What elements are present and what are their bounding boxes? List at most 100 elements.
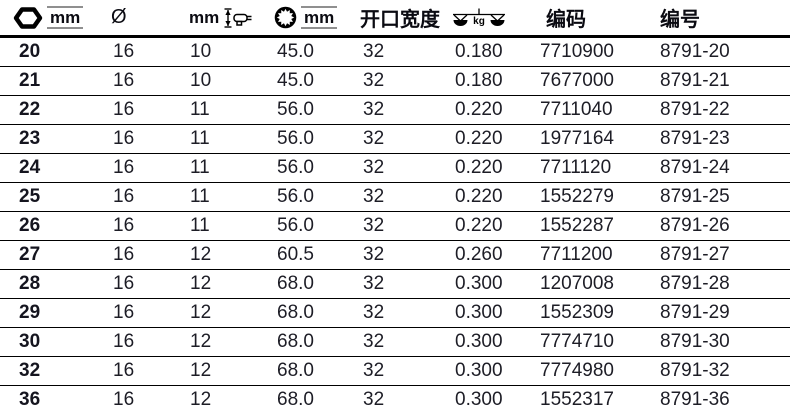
cell-size: 25 — [0, 182, 95, 212]
column-header-size: mm — [0, 0, 95, 38]
cell-size: 20 — [0, 36, 95, 67]
cell-ring_diameter: 68.0 — [255, 327, 345, 357]
cell-diameter: 16 — [95, 269, 165, 299]
cell-model: 8791-32 — [645, 356, 790, 386]
cell-drive_height: 11 — [165, 182, 255, 212]
cell-diameter: 16 — [95, 356, 165, 386]
cell-size: 24 — [0, 153, 95, 183]
cell-drive_height: 12 — [165, 327, 255, 357]
cell-weight: 0.220 — [435, 124, 525, 154]
cell-weight: 0.220 — [435, 182, 525, 212]
table-row: 36 16 12 68.0 32 0.300 1552317 8791-36 — [0, 386, 790, 414]
table-row: 23 16 11 56.0 32 0.220 1977164 8791-23 — [0, 124, 790, 154]
cell-jaw_width: 32 — [363, 389, 385, 410]
cell-code: 1207008 — [525, 269, 645, 299]
cell-ring_diameter: 56.0 — [255, 211, 345, 241]
column-header-jaw-width: 开口宽度 — [345, 0, 440, 38]
table-row: 22 16 11 56.0 32 0.220 7711040 8791-22 — [0, 95, 790, 125]
cell-jaw_width: 32 — [345, 66, 435, 96]
cell-code: 1552309 — [525, 298, 645, 328]
cell-weight: 0.220 — [435, 211, 525, 241]
cell-size: 23 — [0, 124, 95, 154]
cell-size: 21 — [0, 66, 95, 96]
cell-size: 30 — [0, 327, 95, 357]
cell-code: 1977164 — [525, 124, 645, 154]
cell-drive_height: 11 — [165, 211, 255, 241]
column-header-code: 编码 — [525, 0, 645, 38]
cell-model: 8791-30 — [645, 327, 790, 357]
cell-model: 8791-29 — [645, 298, 790, 328]
column-header-ring-diameter: mm — [255, 0, 345, 38]
cell-jaw_width: 32 — [345, 95, 435, 125]
cell-size: 36 — [19, 389, 41, 410]
table-row: 28 16 12 68.0 32 0.300 1207008 8791-28 — [0, 269, 790, 299]
cell-ring_diameter: 68.0 — [277, 389, 314, 410]
cell-jaw_width: 32 — [345, 36, 435, 67]
cell-ring_diameter: 68.0 — [255, 269, 345, 299]
cell-weight: 0.300 — [435, 269, 525, 299]
cell-diameter: 16 — [95, 95, 165, 125]
ring-end-icon — [274, 6, 297, 29]
cell-ring_diameter: 45.0 — [255, 66, 345, 96]
cell-jaw_width: 32 — [345, 298, 435, 328]
weight-unit-label: kg — [473, 16, 485, 27]
cell-weight: 0.300 — [455, 389, 503, 410]
cell-ring_diameter: 45.0 — [255, 36, 345, 67]
cell-weight: 0.300 — [435, 327, 525, 357]
cell-code: 7677000 — [525, 66, 645, 96]
column-header-model: 编号 — [645, 0, 790, 38]
cell-ring_diameter: 56.0 — [255, 124, 345, 154]
cell-drive_height: 11 — [165, 124, 255, 154]
diameter-symbol: Ø — [111, 6, 127, 28]
cell-ring_diameter: 56.0 — [255, 95, 345, 125]
cell-model: 8791-36 — [660, 389, 730, 410]
hex-socket-icon — [13, 6, 43, 30]
cell-ring_diameter: 68.0 — [255, 356, 345, 386]
cell-weight: 0.180 — [435, 36, 525, 67]
cell-model: 8791-25 — [645, 182, 790, 212]
ring-unit-label: mm — [301, 5, 338, 30]
cell-drive_height: 11 — [165, 153, 255, 183]
table-header: mm Ø mm — [0, 0, 790, 38]
cell-weight: 0.220 — [435, 95, 525, 125]
table-row: 25 16 11 56.0 32 0.220 1552279 8791-25 — [0, 182, 790, 212]
cell-size: 22 — [0, 95, 95, 125]
cell-diameter: 16 — [95, 124, 165, 154]
cell-drive_height: 12 — [165, 298, 255, 328]
cell-weight: 0.260 — [435, 240, 525, 270]
table-row: 26 16 11 56.0 32 0.220 1552287 8791-26 — [0, 211, 790, 241]
cell-model: 8791-26 — [645, 211, 790, 241]
cell-ring_diameter: 68.0 — [255, 298, 345, 328]
cell-drive_height: 10 — [165, 66, 255, 96]
cell-size: 27 — [0, 240, 95, 270]
cell-ring_diameter: 56.0 — [255, 182, 345, 212]
cell-code: 7710900 — [525, 36, 645, 67]
header-row: mm Ø mm — [0, 0, 790, 38]
cell-drive_height: 10 — [165, 36, 255, 67]
cell-diameter: 16 — [95, 153, 165, 183]
cell-ring_diameter: 56.0 — [255, 153, 345, 183]
cell-weight: 0.220 — [435, 153, 525, 183]
cell-jaw_width: 32 — [345, 240, 435, 270]
ratchet-height-icon — [223, 6, 253, 30]
cell-size: 26 — [0, 211, 95, 241]
cell-model: 8791-28 — [645, 269, 790, 299]
table-row: 32 16 12 68.0 32 0.300 7774980 8791-32 — [0, 356, 790, 386]
table-row: 27 16 12 60.5 32 0.260 7711200 8791-27 — [0, 240, 790, 270]
column-header-drive-height: mm — [165, 0, 255, 38]
cell-diameter: 16 — [95, 327, 165, 357]
cell-code: 7774710 — [525, 327, 645, 357]
table-row: 29 16 12 68.0 32 0.300 1552309 8791-29 — [0, 298, 790, 328]
cell-jaw_width: 32 — [345, 269, 435, 299]
table-row: 24 16 11 56.0 32 0.220 7711120 8791-24 — [0, 153, 790, 183]
cell-jaw_width: 32 — [345, 356, 435, 386]
cell-jaw_width: 32 — [345, 124, 435, 154]
weight-scale-icon: kg — [451, 7, 525, 29]
cell-code: 7711120 — [525, 153, 645, 183]
cell-drive_height: 12 — [165, 356, 255, 386]
cell-drive_height: 12 — [165, 269, 255, 299]
cell-jaw_width: 32 — [345, 182, 435, 212]
cell-code: 7711200 — [525, 240, 645, 270]
table-row: 21 16 10 45.0 32 0.180 7677000 8791-21 — [0, 66, 790, 96]
